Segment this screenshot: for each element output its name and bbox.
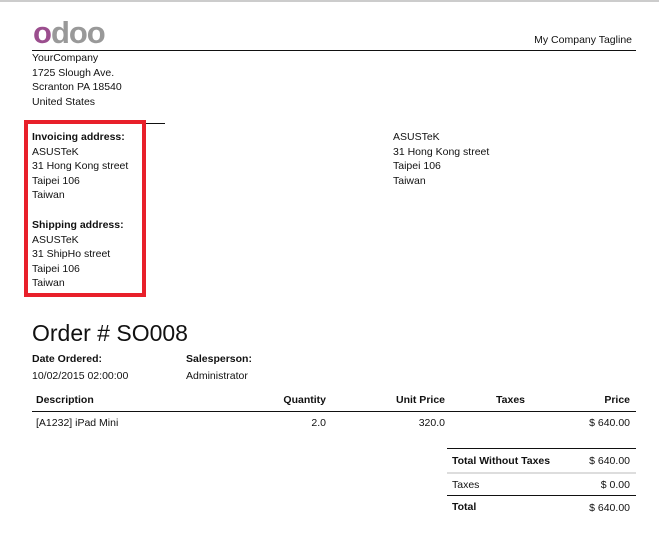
col-description: Description (36, 394, 94, 406)
subtotal-divider (447, 472, 636, 474)
date-ordered-label: Date Ordered: (32, 353, 103, 365)
invoicing-label: Invoicing address: (32, 131, 125, 143)
col-quantity: Quantity (283, 394, 326, 406)
salesperson-label: Salesperson: (186, 353, 252, 365)
taxes-label: Taxes (452, 479, 480, 491)
cell-description: [A1232] iPad Mini (36, 417, 119, 429)
company-street: 1725 Slough Ave. (32, 66, 115, 79)
total-label: Total (452, 501, 477, 513)
shipping-line: ASUSTeK (32, 233, 79, 246)
col-taxes: Taxes (496, 394, 525, 406)
col-price: Price (604, 394, 630, 406)
invoicing-line: Taipei 106 (32, 174, 80, 187)
col-unit-price: Unit Price (395, 394, 445, 406)
customer-line: Taiwan (393, 174, 426, 187)
subtotal-value: $ 640.00 (589, 455, 630, 467)
customer-line: Taipei 106 (393, 160, 441, 173)
shipping-line: 31 ShipHo street (32, 248, 111, 261)
company-city: Scranton PA 18540 (32, 81, 122, 94)
highlight-box (24, 120, 146, 297)
cell-price: $ 640.00 (589, 417, 630, 429)
totals-top-divider (447, 448, 636, 449)
total-value: $ 640.00 (589, 502, 630, 514)
header-divider (32, 50, 636, 51)
salesperson-value: Administrator (186, 370, 248, 382)
company-tagline: My Company Tagline (534, 34, 632, 46)
customer-line: 31 Hong Kong street (393, 145, 490, 158)
date-ordered-value: 10/02/2015 02:00:00 (32, 370, 129, 382)
taxes-divider (447, 495, 636, 496)
shipping-label: Shipping address: (32, 219, 124, 231)
table-header-divider (32, 411, 636, 412)
shipping-address: Shipping address: ASUSTeK 31 ShipHo stre… (32, 218, 124, 291)
shipping-line: Taipei 106 (32, 262, 80, 275)
order-title: Order # SO008 (32, 320, 188, 346)
company-country: United States (32, 95, 96, 108)
invoicing-line: ASUSTeK (32, 145, 79, 158)
company-address: YourCompany 1725 Slough Ave. Scranton PA… (32, 51, 122, 109)
customer-line: ASUSTeK (393, 131, 440, 143)
customer-address: ASUSTeK 31 Hong Kong street Taipei 106 T… (393, 130, 489, 188)
cell-unit-price: 320.0 (418, 417, 445, 429)
cell-quantity: 2.0 (311, 417, 326, 429)
invoicing-line: Taiwan (32, 189, 65, 202)
invoicing-address: Invoicing address: ASUSTeK 31 Hong Kong … (32, 130, 128, 203)
taxes-value: $ 0.00 (600, 479, 630, 491)
company-name: YourCompany (32, 52, 99, 64)
company-logo: odoo (33, 15, 106, 50)
invoicing-line: 31 Hong Kong street (32, 160, 129, 173)
shipping-line: Taiwan (32, 277, 65, 290)
subtotal-label: Total Without Taxes (452, 455, 551, 467)
top-border (0, 0, 659, 2)
